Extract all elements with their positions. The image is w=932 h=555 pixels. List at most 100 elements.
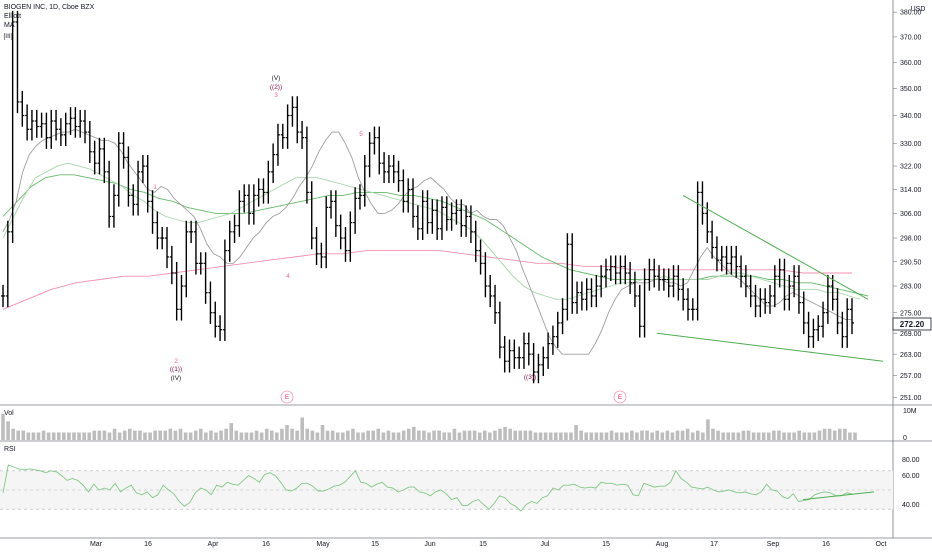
wave-label-1-dbl: ((1)) bbox=[170, 366, 182, 373]
volume-bar bbox=[173, 430, 178, 440]
indicator-elliott-label[interactable]: Elliott bbox=[4, 13, 22, 20]
volume-bar bbox=[726, 432, 731, 440]
time-tick-label: 16 bbox=[262, 541, 270, 548]
volume-bar bbox=[26, 432, 31, 440]
volume-bar bbox=[437, 430, 441, 440]
rsi-line bbox=[2, 464, 853, 512]
volume-bar bbox=[741, 430, 746, 440]
volume-bar bbox=[62, 432, 66, 440]
volume-bar bbox=[564, 432, 568, 440]
volume-bar bbox=[396, 432, 401, 440]
volume-bar bbox=[427, 432, 431, 440]
volume-bar bbox=[670, 432, 675, 440]
volume-bar bbox=[168, 428, 173, 440]
volume-bar bbox=[822, 428, 827, 440]
price-tick-label: 275.00 bbox=[900, 310, 922, 317]
volume-bar bbox=[680, 430, 685, 440]
volume-bar bbox=[219, 430, 223, 440]
time-tick-label: Apr bbox=[208, 541, 220, 548]
volume-bar bbox=[21, 430, 26, 440]
price-tick-label: 269.00 bbox=[900, 331, 922, 338]
volume-bar bbox=[843, 428, 847, 440]
volume-bar bbox=[325, 430, 330, 440]
volume-bar bbox=[67, 432, 71, 440]
volume-bar bbox=[848, 432, 852, 440]
volume-bar bbox=[812, 432, 817, 440]
volume-bar bbox=[285, 425, 289, 440]
volume-bar bbox=[503, 426, 507, 440]
earnings-marker-icon[interactable] bbox=[613, 390, 627, 404]
time-tick-label: 17 bbox=[710, 541, 718, 548]
volume-bar bbox=[204, 432, 208, 440]
volume-bar bbox=[482, 430, 487, 440]
volume-bar bbox=[77, 432, 81, 440]
volume-bar bbox=[508, 428, 512, 440]
wave-label-4: 4 bbox=[286, 273, 290, 280]
volume-bar bbox=[837, 428, 842, 440]
earnings-marker-icon[interactable] bbox=[280, 390, 294, 404]
volume-bar bbox=[335, 432, 340, 440]
wave-label-3: 3 bbox=[274, 92, 278, 99]
volume-bar bbox=[51, 432, 56, 440]
volume-bar bbox=[614, 432, 619, 440]
volume-bar bbox=[756, 432, 761, 440]
ma-fast-line bbox=[2, 128, 852, 355]
volume-bar bbox=[16, 430, 21, 440]
volume-bar bbox=[731, 432, 736, 440]
price-tick-label: 330.00 bbox=[900, 141, 922, 148]
volume-bar bbox=[477, 432, 482, 440]
volume-bar bbox=[772, 430, 776, 440]
volume-bar bbox=[269, 430, 274, 440]
time-tick-label: Mar bbox=[90, 541, 103, 548]
volume-bar bbox=[523, 430, 528, 440]
volume-bar bbox=[452, 428, 457, 440]
volume-bar bbox=[6, 421, 10, 440]
price-tick-label: 263.00 bbox=[900, 352, 922, 359]
volume-bar bbox=[548, 432, 553, 440]
volume-bar bbox=[376, 428, 381, 440]
volume-bar bbox=[553, 432, 558, 440]
wave-label-1: 1 bbox=[153, 184, 157, 191]
volume-bar bbox=[797, 430, 802, 440]
volume-bar bbox=[209, 430, 213, 440]
volume-bar bbox=[417, 430, 421, 440]
rsi-trendline[interactable] bbox=[802, 491, 875, 501]
volume-bar bbox=[356, 432, 360, 440]
volume-bar bbox=[751, 432, 756, 440]
volume-bar bbox=[122, 430, 127, 440]
wave-label-5: 5 bbox=[359, 131, 363, 138]
volume-bar bbox=[599, 432, 604, 440]
volume-bar bbox=[264, 428, 269, 440]
volume-bar bbox=[320, 425, 325, 440]
trendline-lower[interactable] bbox=[656, 332, 884, 362]
volume-bar bbox=[315, 432, 320, 440]
volume-bar bbox=[675, 430, 680, 440]
volume-bar bbox=[366, 430, 370, 440]
price-tick-label: 322.00 bbox=[900, 164, 922, 171]
ma-long-line bbox=[2, 250, 852, 310]
volume-bar bbox=[305, 428, 310, 440]
volume-bar bbox=[41, 430, 46, 440]
price-tick-label: 350.00 bbox=[900, 86, 922, 93]
time-tick-label: 16 bbox=[822, 541, 830, 548]
volume-bar bbox=[604, 432, 609, 440]
trendline-upper[interactable] bbox=[682, 194, 869, 300]
time-tick-label: Aug bbox=[656, 541, 669, 548]
volume-bar bbox=[361, 432, 365, 440]
volume-bar bbox=[381, 432, 386, 440]
indicator-ma-label[interactable]: MA bbox=[4, 22, 15, 29]
volume-bar bbox=[107, 432, 112, 440]
last-price-tag bbox=[892, 317, 932, 331]
volume-bar bbox=[528, 430, 533, 440]
volume-bar bbox=[56, 432, 61, 440]
volume-bar bbox=[746, 430, 751, 440]
price-tick-label: 306.00 bbox=[900, 211, 922, 218]
volume-tick-zero: 0 bbox=[903, 435, 907, 442]
volume-bar bbox=[290, 428, 294, 440]
time-tick-label: 16 bbox=[144, 541, 152, 548]
volume-bar bbox=[533, 432, 538, 440]
volume-bar bbox=[711, 428, 715, 440]
time-tick-label: Sep bbox=[767, 541, 780, 548]
volume-bar bbox=[406, 428, 411, 440]
